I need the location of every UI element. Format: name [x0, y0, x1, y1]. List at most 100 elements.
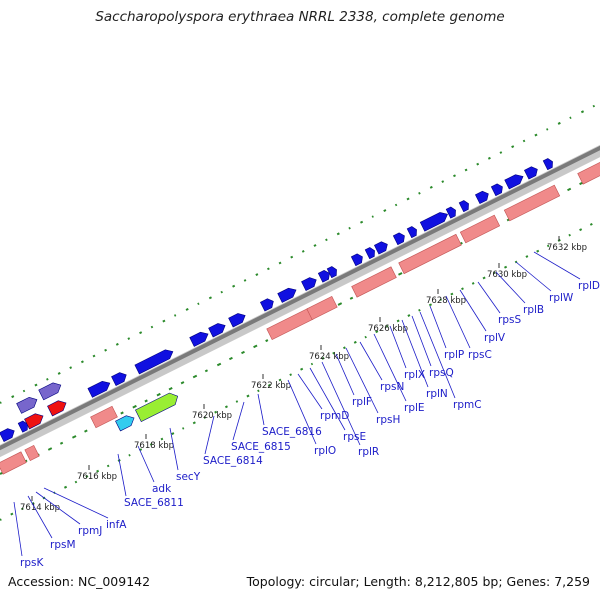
gc-dot-lower	[85, 475, 89, 478]
gc-dot-outer	[348, 226, 351, 230]
kbp-tick-label: 7632 kbp	[547, 243, 587, 253]
gc-dot-inner	[241, 350, 245, 355]
gene-label: rpsS	[498, 314, 521, 326]
gc-dot-outer	[499, 151, 503, 154]
forward-cds-16	[392, 232, 405, 246]
forward-cds-18	[419, 212, 448, 232]
purple-feature-b	[38, 382, 62, 401]
gc-dot-outer	[383, 209, 387, 213]
forward-cds-22	[490, 183, 503, 197]
forward-cds-3	[111, 372, 127, 387]
reverse-feature-9	[577, 161, 600, 185]
gc-dot-inner	[398, 272, 403, 276]
gene-label: rpsN	[380, 381, 404, 393]
gc-dot-outer	[57, 371, 61, 375]
gene-label: rpsC	[468, 349, 492, 361]
gc-dot-lower	[536, 249, 540, 253]
gc-dot-inner	[337, 302, 343, 306]
gc-dot-lower	[493, 271, 496, 275]
gene-label: SACE_6816	[262, 426, 322, 438]
gc-dot-outer	[534, 133, 538, 137]
gene-label: rpsE	[343, 431, 366, 443]
gc-dot-lower	[21, 507, 24, 511]
gc-dot-outer	[360, 220, 364, 224]
kbp-tick-label: 7620 kbp	[192, 411, 232, 421]
gene-label: rpmC	[453, 399, 482, 411]
gc-dot-lower	[525, 255, 529, 258]
gc-dot-lower	[267, 383, 271, 387]
gc-dot-lower	[450, 292, 454, 296]
gc-dot-outer	[371, 215, 374, 218]
gc-dot-outer	[278, 261, 282, 265]
gc-dot-inner	[265, 339, 269, 343]
leader-line	[43, 487, 109, 519]
gene-label: rpsK	[20, 557, 44, 569]
leader-line	[35, 491, 81, 525]
gc-dot-outer	[46, 378, 49, 381]
gene-label: secY	[176, 471, 201, 483]
kbp-tick-label: 7626 kbp	[368, 324, 408, 334]
gc-dot-lower	[235, 400, 239, 403]
kbp-tick-label: 7618 kbp	[134, 441, 174, 451]
gc-dot-lower	[321, 357, 325, 360]
reverse-feature-7	[459, 214, 501, 244]
gc-dot-outer	[0, 401, 2, 404]
gc-dot-lower	[471, 282, 475, 285]
gc-dot-lower	[224, 405, 228, 409]
gc-dot-outer	[557, 121, 561, 125]
gc-dot-lower	[149, 443, 153, 446]
gc-dot-outer	[441, 180, 445, 183]
gc-dot-outer	[34, 383, 38, 387]
gene-label: infA	[106, 519, 127, 531]
gc-dot-outer	[476, 162, 480, 166]
gc-dot-outer	[150, 325, 154, 329]
backbone-line	[0, 145, 600, 451]
leader-line	[373, 333, 407, 402]
leader-line	[389, 325, 407, 369]
gene-label: rpsQ	[429, 367, 454, 379]
gc-dot-lower	[364, 335, 367, 339]
red-feature-a	[24, 413, 44, 430]
gc-dot-outer	[92, 354, 96, 358]
gc-dot-lower	[192, 421, 196, 425]
gc-dot-inner	[168, 386, 173, 391]
secy-feature	[135, 392, 179, 423]
gc-content-track	[0, 104, 596, 521]
gc-dot-outer	[453, 174, 456, 178]
kbp-tick-label: 7614 kbp	[20, 503, 60, 513]
red-feature-b	[47, 400, 67, 417]
gc-dot-lower	[482, 276, 486, 280]
reverse-feature-6	[398, 233, 462, 275]
gc-dot-outer	[429, 185, 433, 189]
gc-dot-outer	[266, 267, 270, 271]
leader-line	[204, 415, 215, 455]
gc-dot-lower	[353, 340, 357, 344]
gc-dot-outer	[592, 104, 596, 108]
gc-dot-lower	[0, 518, 2, 521]
reverse-feature-8	[503, 184, 561, 222]
gc-dot-outer	[336, 232, 340, 236]
gc-dot-lower	[10, 512, 14, 516]
gc-dot-lower	[504, 265, 508, 269]
gc-dot-outer	[208, 296, 212, 300]
leader-line	[309, 367, 346, 431]
leader-line	[411, 315, 432, 367]
gc-dot-outer	[487, 156, 491, 160]
forward-cds-2	[87, 380, 111, 398]
forward-cds-1	[17, 420, 28, 433]
gc-dot-lower	[289, 373, 293, 376]
leader-line	[232, 401, 245, 441]
gc-dot-inner	[0, 472, 3, 475]
leader-line	[459, 289, 487, 332]
gc-dot-lower	[385, 325, 389, 328]
gc-dot-outer	[546, 128, 549, 131]
gc-dot-lower	[589, 222, 593, 226]
gc-dot-inner	[47, 447, 53, 451]
leader-line	[117, 453, 127, 497]
reverse-feature-4	[306, 295, 338, 321]
forward-cds-23	[504, 174, 524, 190]
forward-cds-17	[406, 226, 417, 239]
gene-label: rplR	[358, 446, 379, 458]
leader-line	[345, 347, 379, 414]
